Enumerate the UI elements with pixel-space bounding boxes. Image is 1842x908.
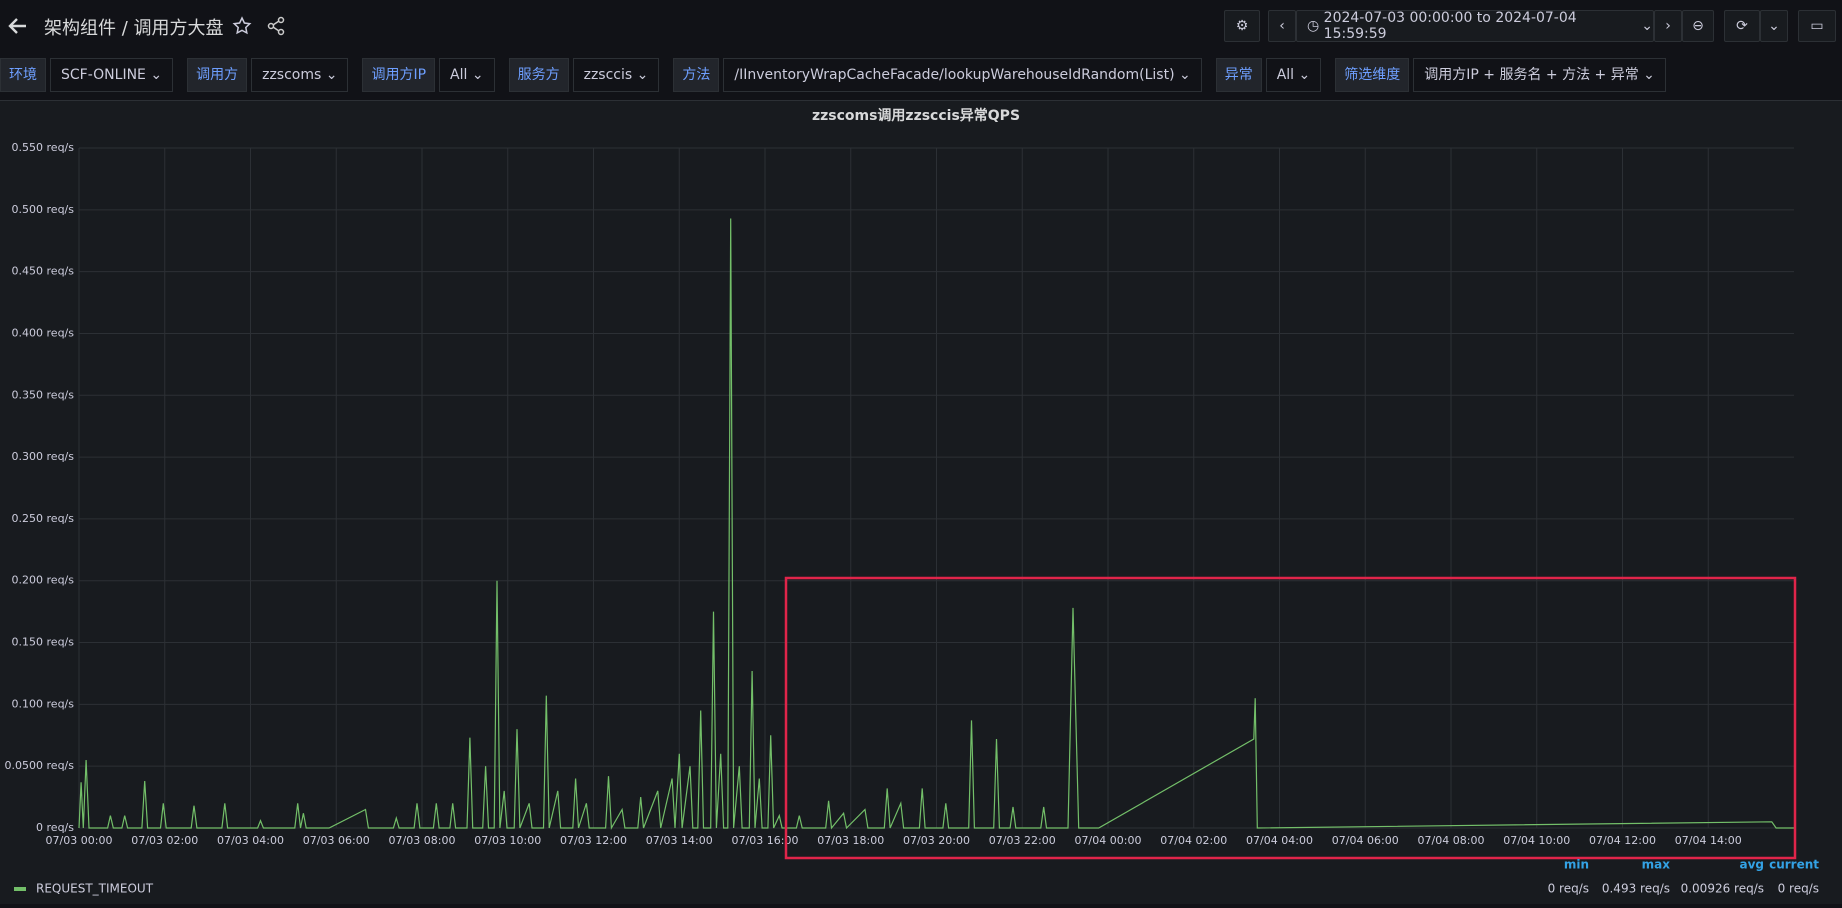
variable-value[interactable]: zzscoms ⌄ (251, 58, 349, 92)
x-tick-label: 07/04 02:00 (1160, 834, 1227, 847)
variable-label: 筛选维度 (1335, 58, 1410, 92)
x-tick-label: 07/03 08:00 (389, 834, 456, 847)
variable-value[interactable]: 调用方IP + 服务名 + 方法 + 异常 ⌄ (1413, 58, 1666, 92)
y-tick-label: 0.450 req/s (12, 265, 75, 278)
share-button[interactable] (266, 16, 286, 36)
legend-stat-value: 0.00926 req/s (1681, 882, 1764, 896)
legend-stat-header: max (1642, 858, 1671, 872)
dropdown-caret: ⌄ (1638, 67, 1655, 83)
legend-stat-value: 0 req/s (1778, 882, 1819, 896)
x-tick-label: 07/03 04:00 (217, 834, 284, 847)
variable-value[interactable]: SCF-ONLINE ⌄ (50, 58, 174, 92)
dropdown-caret: ⌄ (145, 67, 163, 83)
x-tick-label: 07/04 08:00 (1418, 834, 1485, 847)
variable-label: 异常 (1215, 58, 1262, 92)
legend-stat-value: 0 req/s (1548, 882, 1589, 896)
y-tick-label: 0.350 req/s (12, 388, 75, 401)
legend-stat-header: avg (1739, 858, 1764, 872)
refresh-button[interactable]: ⟳ (1724, 10, 1760, 42)
top-bar: 架构组件 / 调用方大盘 ⚙ ‹ ◷ 2024-07-03 00:00:00 t… (0, 0, 1842, 52)
zoom-out-button[interactable]: ⊖ (1682, 10, 1714, 42)
time-forward-button[interactable]: › (1654, 10, 1682, 42)
back-button[interactable] (6, 14, 30, 38)
x-tick-label: 07/03 16:00 (732, 834, 799, 847)
variable: 环境 SCF-ONLINE ⌄ (0, 58, 174, 92)
x-tick-label: 07/03 14:00 (646, 834, 713, 847)
x-tick-label: 07/03 22:00 (989, 834, 1056, 847)
breadcrumb: 架构组件 / 调用方大盘 (44, 18, 224, 39)
x-tick-label: 07/04 06:00 (1332, 834, 1399, 847)
time-range: 2024-07-03 00:00:00 to 2024-07-04 15:59:… (1323, 10, 1577, 42)
x-tick-label: 07/03 06:00 (303, 834, 370, 847)
y-tick-label: 0.200 req/s (12, 574, 75, 587)
x-tick-label: 07/03 02:00 (131, 834, 198, 847)
highlight-box (784, 576, 1797, 860)
dropdown-caret: ⌄ (1174, 67, 1191, 83)
y-tick-label: 0.300 req/s (12, 450, 75, 463)
variable-value[interactable]: All ⌄ (439, 58, 495, 92)
variable-value[interactable]: /IInventoryWrapCacheFacade/lookupWarehou… (723, 58, 1202, 92)
y-tick-label: 0.400 req/s (12, 326, 75, 339)
plot-area: 0 req/s 0.0500 req/s 0.100 req/s 0.150 req/… (5, 141, 1794, 847)
star-button[interactable] (232, 16, 252, 36)
variable-label: 调用方 (187, 58, 248, 92)
x-tick-label: 07/04 00:00 (1075, 834, 1142, 847)
refresh-interval-button[interactable]: ⌄ (1760, 10, 1788, 42)
y-tick-label: 0.100 req/s (12, 697, 75, 710)
variable-label: 服务方 (508, 58, 569, 92)
dropdown-caret: ⌄ (321, 67, 338, 83)
variable: 服务方 zzsccis ⌄ (508, 58, 660, 92)
line-series (78, 218, 1794, 831)
chart-title: zzscoms调用zzsccis异常QPS (812, 107, 1020, 124)
chart: zzscoms调用zzsccis异常QPS 0 req/s 0.0500 req/… (5, 107, 1820, 896)
dropdown-caret: ⌄ (467, 67, 484, 83)
legend-stat-header: min (1564, 858, 1589, 872)
x-tick-label: 07/04 14:00 (1675, 834, 1742, 847)
y-tick-label: 0.500 req/s (12, 203, 75, 216)
x-tick-label: 07/03 12:00 (560, 834, 627, 847)
dashboard-title: 调用方大盘 (133, 18, 224, 39)
variable: 方法/IInventoryWrapCacheFacade/lookupWareh… (673, 58, 1202, 92)
x-tick-label: 07/04 10:00 (1503, 834, 1570, 847)
settings-button[interactable]: ⚙ (1224, 10, 1260, 42)
y-tick-label: 0.150 req/s (12, 636, 75, 649)
variable-label: 环境 (0, 58, 46, 92)
variables-bar: 环境 SCF-ONLINE ⌄ 调用方 zzscoms ⌄ 调用方IP All ⌄ 服务方 z… (0, 58, 1680, 92)
variable: 调用方IP All ⌄ (362, 58, 495, 92)
variable: 异常 All ⌄ (1215, 58, 1322, 92)
y-tick-label: 0.0500 req/s (5, 759, 75, 772)
y-tick-label: 0.250 req/s (12, 512, 75, 525)
variable: 筛选维度 调用方IP + 服务名 + 方法 + 异常 ⌄ (1335, 58, 1666, 92)
variable-label: 方法 (673, 58, 720, 92)
legend-stat-value: 0.493 req/s (1602, 882, 1670, 896)
legend-stat-header: current (1769, 858, 1819, 872)
y-tick-label: 0 req/s (36, 821, 74, 834)
x-tick-label: 07/03 18:00 (817, 834, 884, 847)
dropdown-caret: ⌄ (632, 67, 649, 83)
x-tick-label: 07/03 10:00 (474, 834, 541, 847)
x-tick-label: 07/04 12:00 (1589, 834, 1656, 847)
variable: 调用方 zzscoms ⌄ (187, 58, 349, 92)
panel: zzscoms调用zzsccis异常QPS 0 req/s 0.0500 req/… (0, 100, 1842, 904)
legend-label: REQUEST_TIMEOUT (36, 882, 154, 896)
x-tick-label: 07/04 04:00 (1246, 834, 1313, 847)
dropdown-caret: ⌄ (1294, 67, 1311, 83)
view-mode-button[interactable]: ▭ (1798, 10, 1836, 42)
variable-label: 调用方IP (362, 58, 436, 92)
variable-value[interactable]: All ⌄ (1265, 58, 1322, 92)
time-picker[interactable]: ◷ 2024-07-03 00:00:00 to 2024-07-04 15:5… (1296, 10, 1654, 42)
variable-value[interactable]: zzsccis ⌄ (572, 58, 660, 92)
time-back-button[interactable]: ‹ (1268, 10, 1296, 42)
x-tick-label: 07/03 00:00 (46, 834, 113, 847)
y-tick-label: 0.550 req/s (12, 141, 75, 154)
x-tick-label: 07/03 20:00 (903, 834, 970, 847)
breadcrumb-folder[interactable]: 架构组件 (44, 18, 116, 39)
